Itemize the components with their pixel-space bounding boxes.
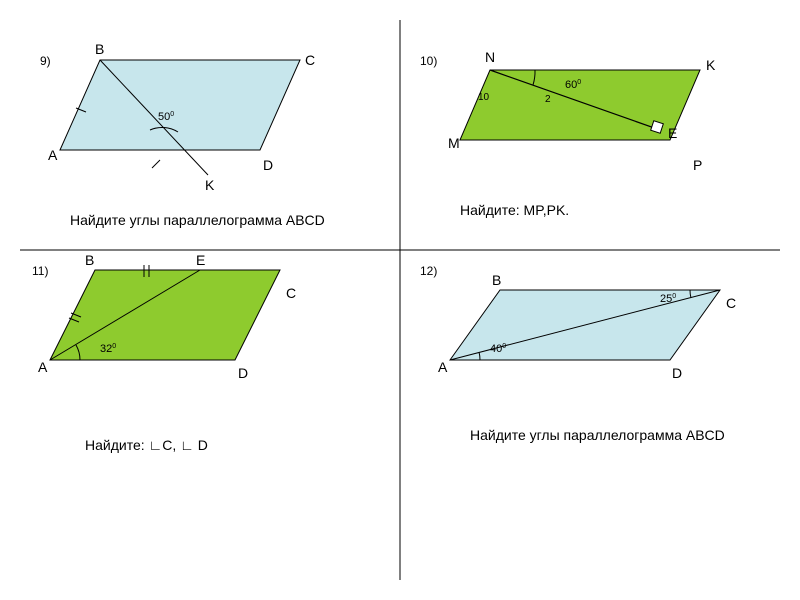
problem-10: 10) 600 10 2 M N K P E Найдите: MP,PK. [420,49,716,218]
side-10-2: 2 [545,94,551,105]
label-P: P [693,157,702,173]
caption-12: Найдите углы параллелограмма ABCD [470,427,725,443]
label-B: B [85,252,94,268]
side-10-1: 10 [478,92,490,103]
label-N: N [485,49,495,65]
tick-2 [152,160,160,168]
label-A: A [48,147,58,163]
problem-number: 9) [40,54,51,68]
parallelogram-11 [50,270,280,360]
problem-number: 11) [32,264,48,278]
problem-number: 10) [420,54,437,68]
label-D: D [672,365,682,381]
caption-11: Найдите: ∟C, ∟ D [85,437,208,453]
problem-11: 11) 320 A B E C D Найдите: ∟C, ∟ D [32,252,296,453]
worksheet: 9) 500 A B C D K Найдите углы параллелог… [0,0,800,600]
label-D: D [263,157,273,173]
label-K: K [706,57,716,73]
caption-10: Найдите: MP,PK. [460,202,569,218]
problem-12: 12) 400 250 A B C D Найдите углы паралле… [420,264,736,443]
problem-number: 12) [420,264,437,278]
parallelogram-9 [60,60,300,150]
label-C: C [305,52,315,68]
label-E: E [196,252,205,268]
label-C: C [286,285,296,301]
label-B: B [492,272,501,288]
label-A: A [38,359,48,375]
label-K: K [205,177,215,193]
label-E: E [668,125,677,141]
label-M: M [448,135,460,151]
label-D: D [238,365,248,381]
caption-9: Найдите углы параллелограмма ABCD [70,212,325,228]
label-C: C [726,295,736,311]
problem-9: 9) 500 A B C D K Найдите углы параллелог… [40,41,325,228]
label-A: A [438,359,448,375]
label-B: B [95,41,104,57]
